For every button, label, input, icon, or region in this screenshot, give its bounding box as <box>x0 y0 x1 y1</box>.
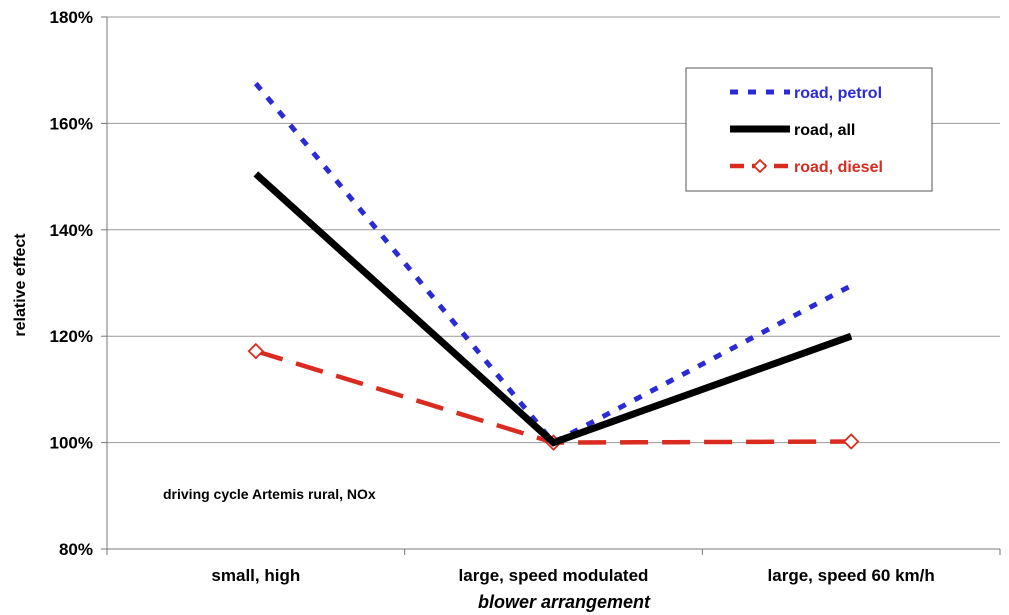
x-tick-label: large, speed modulated <box>459 566 649 585</box>
legend-label: road, all <box>794 122 855 139</box>
x-tick-label: large, speed 60 km/h <box>768 566 935 585</box>
y-tick-label: 180% <box>50 8 93 27</box>
y-tick-label: 120% <box>50 327 93 346</box>
diamond-marker <box>842 433 860 450</box>
x-tick-labels: small, high large, speed modulated large, … <box>211 566 934 585</box>
y-tick-label: 140% <box>50 221 93 240</box>
y-axis-title: relative effect <box>12 233 29 337</box>
diamond-marker <box>247 342 265 360</box>
y-tick-label: 160% <box>50 114 93 133</box>
y-tick-label: 100% <box>50 434 93 453</box>
x-axis-title: blower arrangement <box>478 592 651 612</box>
axes <box>101 16 1001 555</box>
y-tick-labels: 80% 100% 120% 140% 160% 180% <box>50 8 93 559</box>
legend-box <box>685 67 933 192</box>
x-tick-label: small, high <box>211 566 300 585</box>
legend: road, petrol road, all road, diesel <box>685 67 933 192</box>
legend-label: road, diesel <box>794 159 883 176</box>
series-line-road-all <box>253 171 853 447</box>
chart-annotation: driving cycle Artemis rural, NOx <box>163 486 376 502</box>
diamond-marker <box>752 158 768 174</box>
series-line-road-petrol <box>253 81 853 446</box>
y-tick-label: 80% <box>59 540 93 559</box>
series-lines <box>247 81 860 451</box>
legend-label: road, petrol <box>794 85 882 102</box>
